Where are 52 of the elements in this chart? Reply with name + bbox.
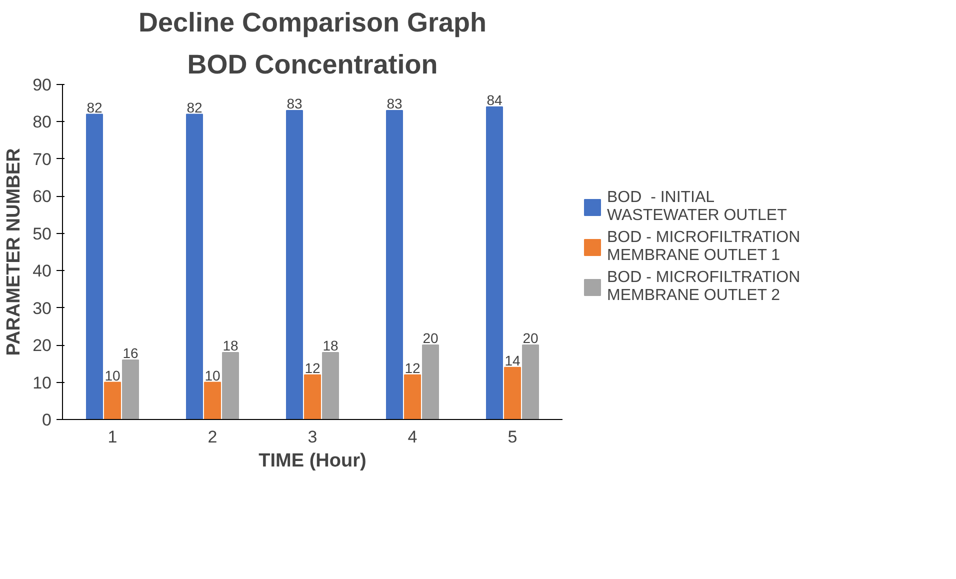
- data-label: 12: [304, 360, 320, 376]
- bar: [86, 114, 103, 420]
- bar: [486, 106, 503, 420]
- legend-label: BOD - MICROFILTRATION MEMBRANE OUTLET 1: [607, 229, 800, 265]
- bar: [386, 110, 403, 420]
- y-tick-label: 0: [42, 410, 52, 430]
- bar: [322, 352, 339, 420]
- y-tick-label: 90: [32, 76, 52, 94]
- data-label: 14: [504, 352, 520, 368]
- bar: [104, 382, 121, 420]
- data-label: 18: [322, 338, 338, 354]
- y-tick-label: 70: [32, 150, 52, 169]
- x-tick-label: 3: [308, 428, 318, 446]
- bar: [522, 344, 539, 420]
- x-tick-label: 2: [208, 428, 218, 446]
- x-axis-title: TIME (Hour): [258, 450, 366, 472]
- chart-title: Decline Comparison Graph: [138, 8, 487, 38]
- data-label: 16: [122, 344, 138, 361]
- legend-label: BOD - INITIAL WASTEWATER OUTLET: [607, 189, 787, 225]
- bar: [422, 344, 439, 420]
- y-axis-title: PARAMETER NUMBER: [4, 148, 25, 356]
- bar: [186, 114, 203, 420]
- data-label: 83: [386, 96, 402, 112]
- data-label: 20: [522, 330, 538, 346]
- data-label: 20: [422, 330, 438, 346]
- y-tick-label: 50: [32, 224, 52, 244]
- y-tick-label: 20: [32, 336, 52, 356]
- bar: [222, 352, 239, 420]
- bar: [304, 374, 321, 420]
- bar: [204, 382, 221, 420]
- data-label: 82: [86, 99, 102, 116]
- y-tick-label: 60: [32, 187, 52, 206]
- y-tick-label: 30: [32, 298, 52, 318]
- data-label: 10: [104, 367, 120, 384]
- chart-subtitle: BOD Concentration: [187, 50, 438, 80]
- bar: [122, 359, 139, 420]
- data-label: 18: [222, 338, 238, 354]
- bar: [504, 366, 521, 420]
- legend-label: BOD - MICROFILTRATION MEMBRANE OUTLET 2: [607, 269, 800, 305]
- data-label: 83: [286, 96, 302, 112]
- y-tick-label: 10: [32, 373, 52, 392]
- data-label: 82: [186, 99, 202, 116]
- y-tick-label: 80: [32, 112, 52, 132]
- x-tick-label: 1: [108, 428, 118, 446]
- data-label: 84: [486, 92, 502, 108]
- y-tick-label: 40: [32, 262, 52, 281]
- data-label: 10: [204, 367, 220, 384]
- bar: [286, 110, 303, 420]
- data-label: 12: [404, 360, 420, 376]
- x-tick-label: 4: [408, 428, 418, 446]
- bar: [404, 374, 421, 420]
- x-tick-label: 5: [508, 428, 518, 446]
